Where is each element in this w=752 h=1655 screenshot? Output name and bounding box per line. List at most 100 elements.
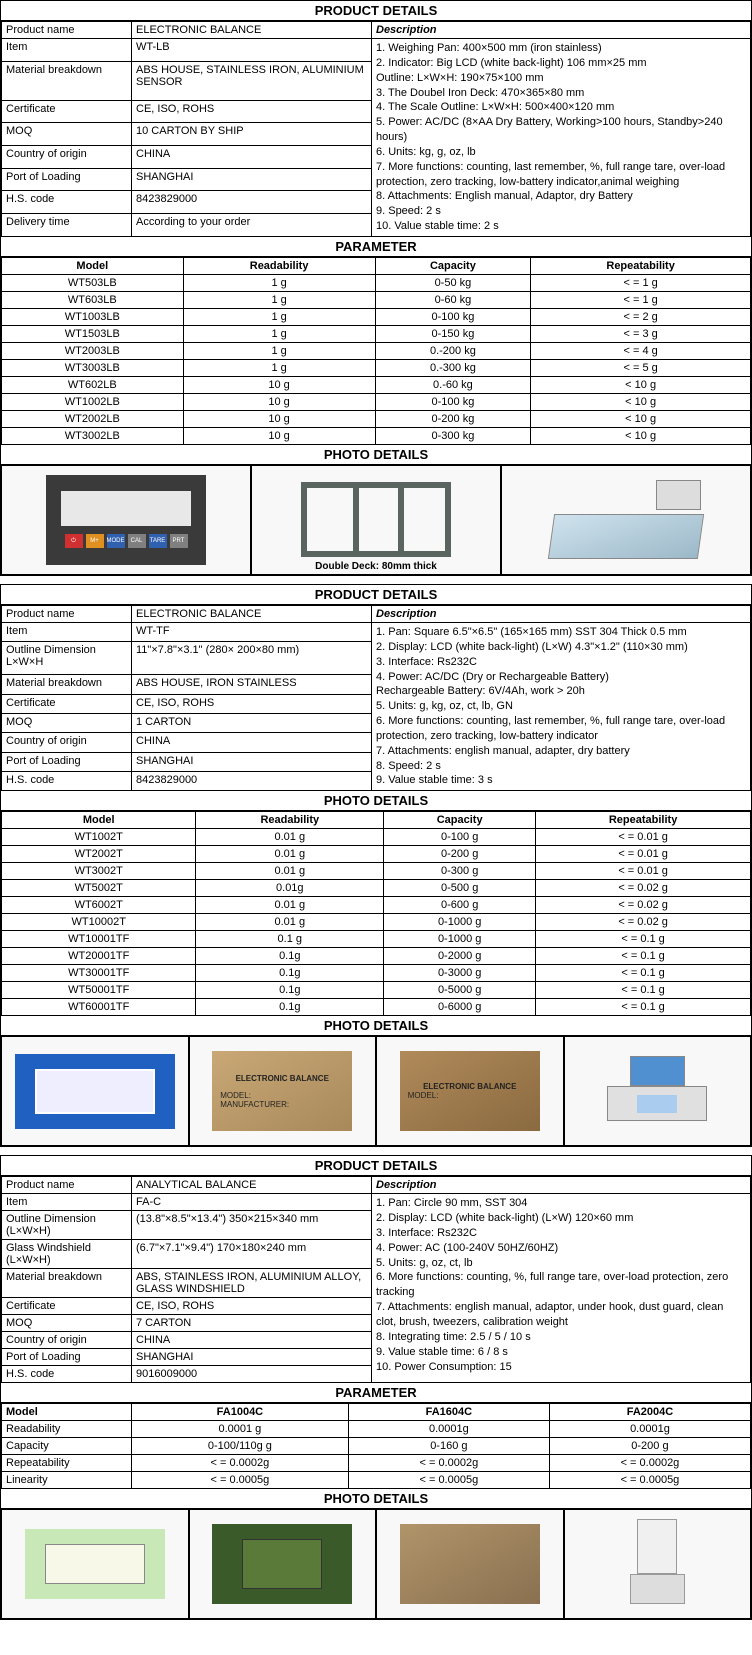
p3-photo-title: PHOTO DETAILS bbox=[1, 1489, 751, 1509]
box-text2: MODEL: bbox=[212, 1091, 251, 1100]
p3-row9-label: H.S. code bbox=[2, 1366, 132, 1383]
table-cell: 0.1g bbox=[196, 965, 384, 982]
table-cell: 10 g bbox=[183, 393, 375, 410]
pcb-inner-icon bbox=[242, 1539, 322, 1589]
p1-row1-label: Item bbox=[2, 39, 132, 62]
table-cell: 0-1000 g bbox=[384, 931, 536, 948]
table-cell: WT3002T bbox=[2, 863, 196, 880]
table-row: WT3002LB10 g0-300 kg< 10 g bbox=[2, 427, 751, 444]
table-cell: 0-150 kg bbox=[375, 325, 531, 342]
table-cell: 0-5000 g bbox=[384, 982, 536, 999]
packing-icon bbox=[400, 1524, 540, 1604]
p2-photo-box2: ELECTRONIC BALANCE MODEL: bbox=[376, 1036, 564, 1146]
table-cell: WT1003LB bbox=[2, 308, 184, 325]
p3-photo-analytical bbox=[564, 1509, 752, 1619]
p3-photo-packing bbox=[376, 1509, 564, 1619]
table-cell: 0.01 g bbox=[196, 863, 384, 880]
table-cell: < = 2 g bbox=[531, 308, 751, 325]
table-cell: WT60001TF bbox=[2, 999, 196, 1016]
table-row: WT2002T0.01 g0-200 g< = 0.01 g bbox=[2, 846, 751, 863]
green-panel-icon bbox=[25, 1529, 165, 1599]
table-cell: 1 g bbox=[183, 342, 375, 359]
table-cell: < = 0.1 g bbox=[536, 948, 751, 965]
lcd-display-icon bbox=[61, 491, 191, 526]
param-header: Model bbox=[2, 1404, 132, 1421]
param-header: Model bbox=[2, 257, 184, 274]
p1-description: 1. Weighing Pan: 400×500 mm (iron stainl… bbox=[372, 39, 751, 237]
indicator-icon: ⏻M+MODECALTAREPRT bbox=[46, 475, 206, 565]
table-cell: 0.01g bbox=[196, 880, 384, 897]
box2-text1: ELECTRONIC BALANCE bbox=[423, 1082, 516, 1091]
table-cell: WT1503LB bbox=[2, 325, 184, 342]
p2-photo-title: PHOTO DETAILS bbox=[1, 1016, 751, 1036]
p3-photo-panel bbox=[1, 1509, 189, 1619]
p1-param-table: ModelReadabilityCapacityRepeatability WT… bbox=[1, 257, 751, 445]
table-cell: 0.01 g bbox=[196, 846, 384, 863]
table-row: WT2003LB1 g0.-200 kg< = 4 g bbox=[2, 342, 751, 359]
p2-desc-header: Description bbox=[372, 605, 751, 622]
p3-row6-label: MOQ bbox=[2, 1315, 132, 1332]
table-cell: Readability bbox=[2, 1421, 132, 1438]
table-cell: < 10 g bbox=[531, 410, 751, 427]
table-cell: WT5002T bbox=[2, 880, 196, 897]
p2-row7-label: Port of Loading bbox=[2, 752, 132, 771]
lcd2-icon bbox=[35, 1069, 155, 1114]
p3-row2-label: Outline Dimension (L×W×H) bbox=[2, 1211, 132, 1240]
p1-photo-title: PHOTO DETAILS bbox=[1, 445, 751, 465]
table-cell: 1 g bbox=[183, 291, 375, 308]
param-header: Capacity bbox=[384, 812, 536, 829]
table-cell: 0-100/110g g bbox=[132, 1438, 349, 1455]
table-row: WT1003LB1 g0-100 kg< = 2 g bbox=[2, 308, 751, 325]
table-row: Readability0.0001 g0.0001g0.0001g bbox=[2, 1421, 751, 1438]
p2-row8-val: 8423829000 bbox=[132, 771, 372, 790]
param-header: Readability bbox=[196, 812, 384, 829]
table-cell: < = 0.02 g bbox=[536, 914, 751, 931]
table-cell: < = 0.0002g bbox=[348, 1455, 549, 1472]
p2-row4-val: CE, ISO, ROHS bbox=[132, 694, 372, 713]
p1-row1-val: WT-LB bbox=[132, 39, 372, 62]
table-cell: 0-300 kg bbox=[375, 427, 531, 444]
platform-icon bbox=[548, 514, 704, 559]
table-cell: 0-200 g bbox=[384, 846, 536, 863]
table-cell: WT503LB bbox=[2, 274, 184, 291]
table-cell: Repeatability bbox=[2, 1455, 132, 1472]
table-row: WT60001TF0.1g0-6000 g< = 0.1 g bbox=[2, 999, 751, 1016]
table-row: WT5002T0.01g0-500 g< = 0.02 g bbox=[2, 880, 751, 897]
p1-photo-indicator: ⏻M+MODECALTAREPRT bbox=[1, 465, 251, 575]
product1-title: PRODUCT DETAILS bbox=[1, 1, 751, 21]
p2-row3-val: ABS HOUSE, IRON STAINLESS bbox=[132, 675, 372, 694]
table-cell: 10 g bbox=[183, 410, 375, 427]
p1-desc-header: Description bbox=[372, 22, 751, 39]
p3-detail-table: Product name ANALYTICAL BALANCE Descript… bbox=[1, 1176, 751, 1383]
table-cell: 0-160 g bbox=[348, 1438, 549, 1455]
pcb-icon bbox=[212, 1524, 352, 1604]
p2-row7-val: SHANGHAI bbox=[132, 752, 372, 771]
table-cell: < = 0.01 g bbox=[536, 846, 751, 863]
carton-box-icon: ELECTRONIC BALANCE MODEL: MANUFACTURER: bbox=[212, 1051, 352, 1131]
p2-row8-label: H.S. code bbox=[2, 771, 132, 790]
balance-display-icon bbox=[637, 1095, 677, 1113]
param-header: FA1604C bbox=[348, 1404, 549, 1421]
p2-detail-table: Product name ELECTRONIC BALANCE Descript… bbox=[1, 605, 751, 791]
table-cell: 0-100 g bbox=[384, 829, 536, 846]
table-cell: 1 g bbox=[183, 274, 375, 291]
deck-caption: Double Deck: 80mm thick bbox=[252, 561, 500, 572]
p3-row8-val: SHANGHAI bbox=[132, 1349, 372, 1366]
p2-row2-label: Outline Dimension L×W×H bbox=[2, 642, 132, 675]
table-row: WT10002T0.01 g0-1000 g< = 0.02 g bbox=[2, 914, 751, 931]
analytical-balance-icon bbox=[627, 1519, 687, 1609]
table-cell: < = 0.0002g bbox=[132, 1455, 349, 1472]
table-cell: < = 5 g bbox=[531, 359, 751, 376]
table-row: WT3003LB1 g0.-300 kg< = 5 g bbox=[2, 359, 751, 376]
p2-row4-label: Certificate bbox=[2, 694, 132, 713]
table-row: Repeatability< = 0.0002g< = 0.0002g< = 0… bbox=[2, 1455, 751, 1472]
p3-param-table: ModelFA1004CFA1604CFA2004C Readability0.… bbox=[1, 1403, 751, 1489]
p2-row5-label: MOQ bbox=[2, 713, 132, 732]
p1-row4-label: MOQ bbox=[2, 123, 132, 146]
table-cell: 0.01 g bbox=[196, 914, 384, 931]
p2-description: 1. Pan: Square 6.5"×6.5" (165×165 mm) SS… bbox=[372, 622, 751, 790]
box2-text2: MODEL: bbox=[400, 1091, 439, 1100]
table-cell: 0.01 g bbox=[196, 829, 384, 846]
param-header: FA1004C bbox=[132, 1404, 349, 1421]
p3-row5-val: CE, ISO, ROHS bbox=[132, 1298, 372, 1315]
